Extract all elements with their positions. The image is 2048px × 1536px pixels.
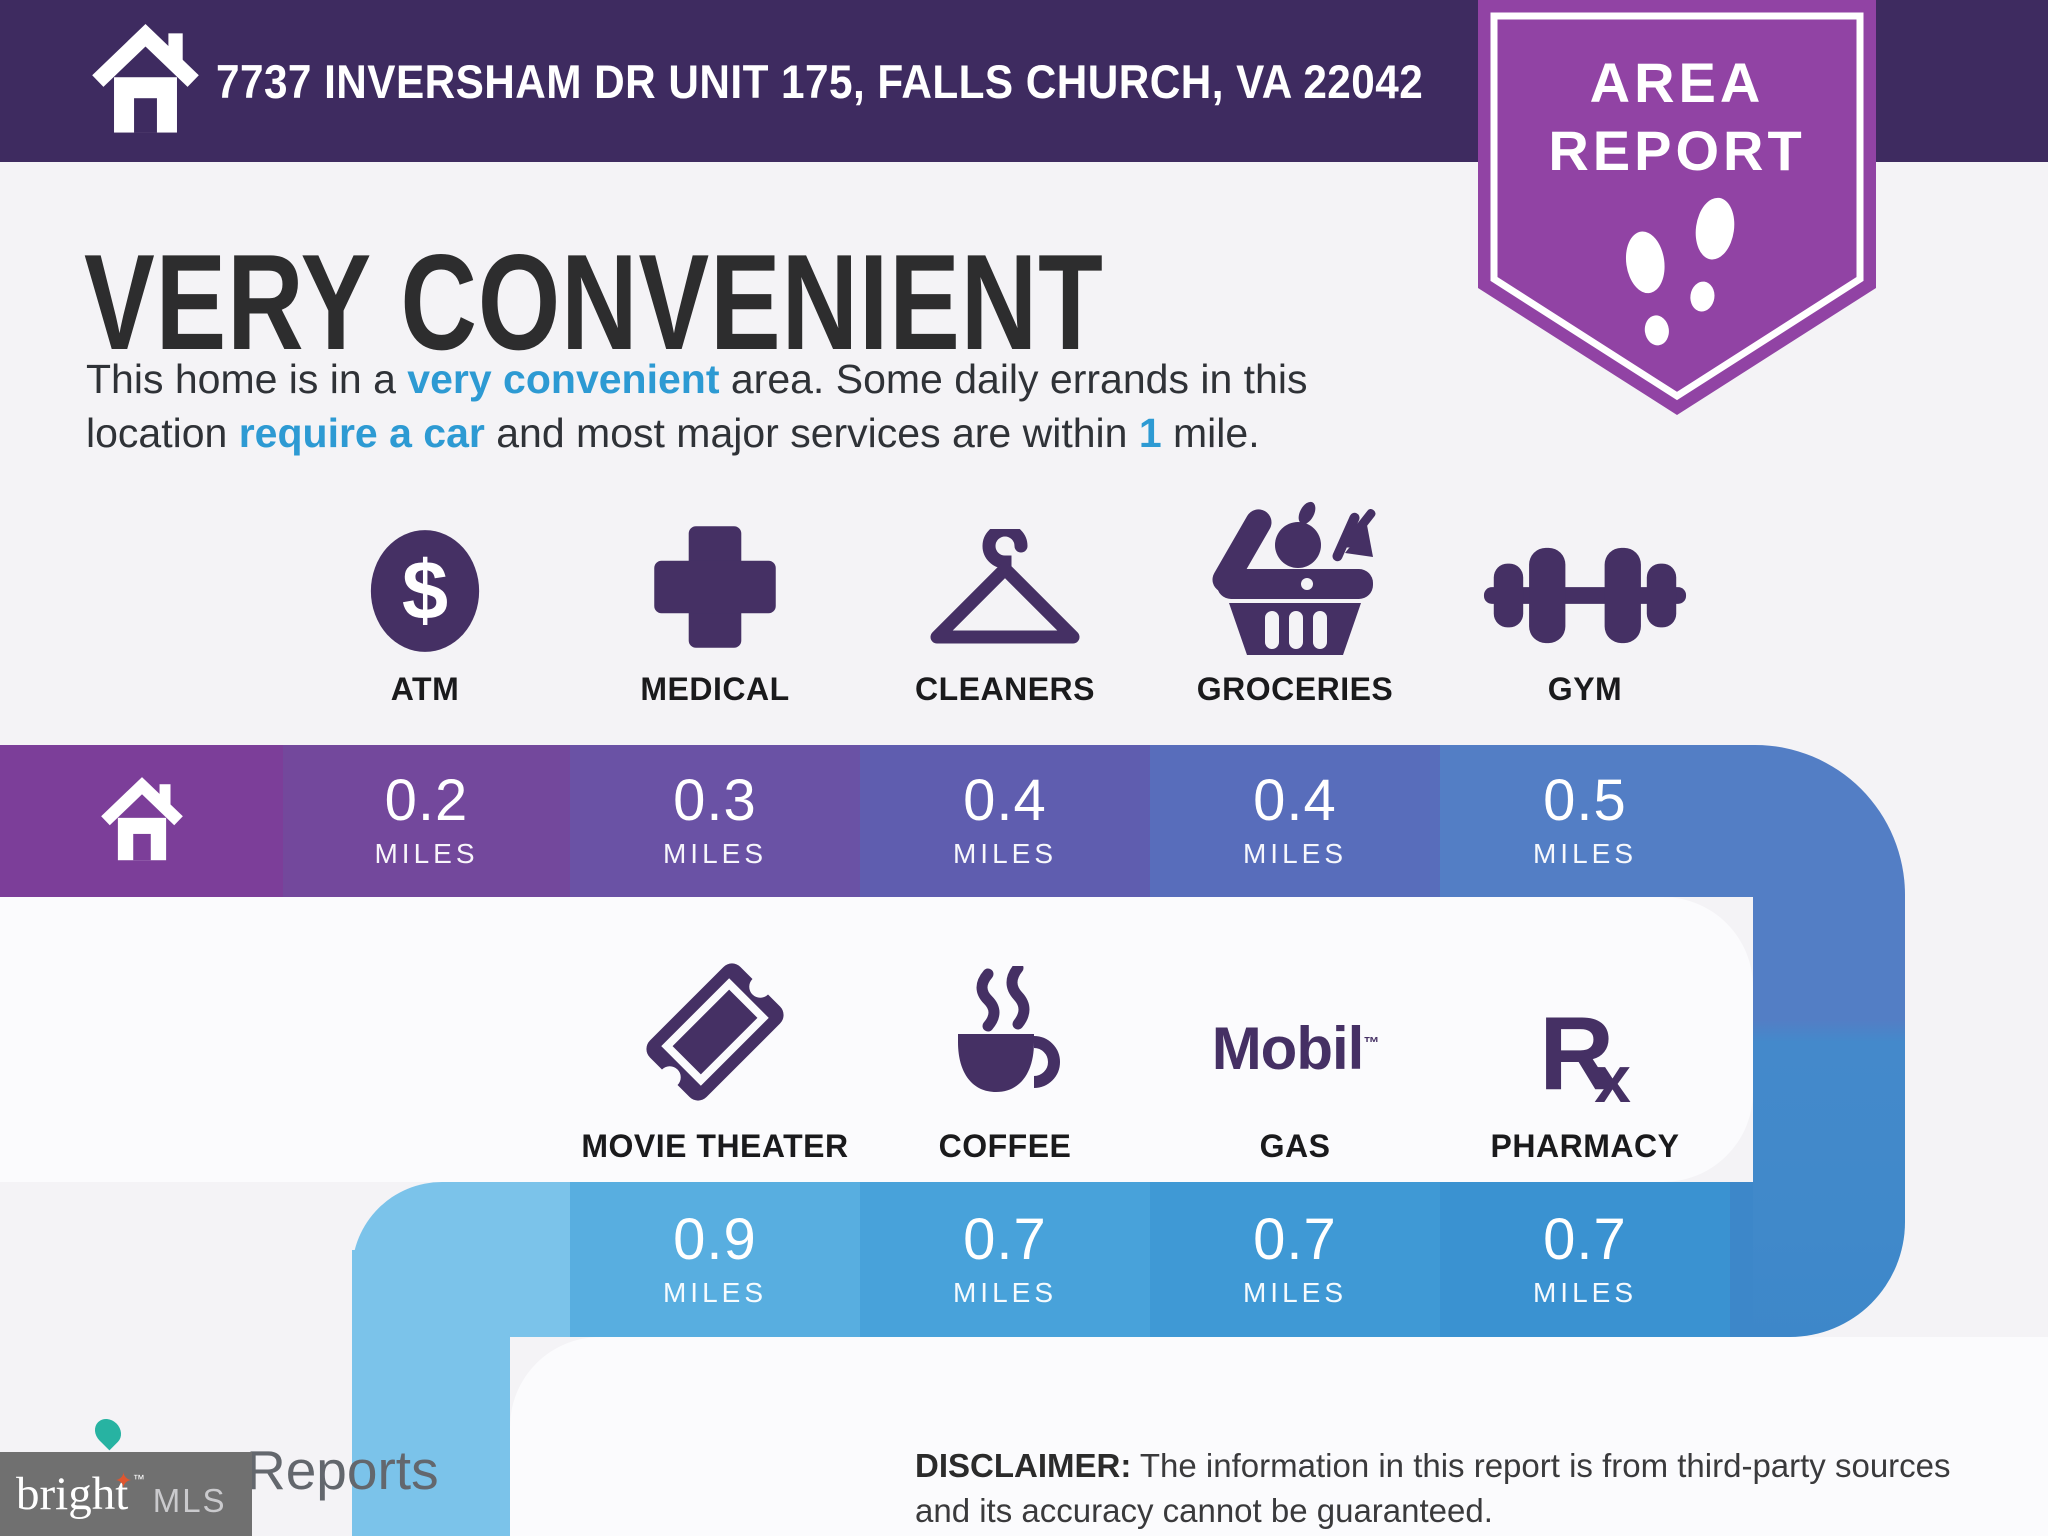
service-label: PHARMACY bbox=[1490, 1128, 1680, 1164]
distance-cell-groceries: 0.4 MILES bbox=[1150, 745, 1440, 897]
description-text: area. Some daily errands in this bbox=[719, 356, 1308, 402]
distance-band-row2: 0.9 MILES 0.7 MILES 0.7 MILES 0.7 MILES bbox=[352, 1182, 1753, 1337]
service-cleaners: CLEANERS bbox=[860, 528, 1150, 708]
service-medical: MEDICAL bbox=[570, 526, 860, 708]
rx-icon: R x bbox=[1539, 1002, 1631, 1112]
report-logo-mark bbox=[89, 1413, 127, 1451]
description-line2: location require a car and most major se… bbox=[86, 406, 1486, 460]
home-icon bbox=[100, 776, 183, 860]
distance-value: 0.4 bbox=[1253, 768, 1337, 833]
home-icon bbox=[92, 24, 199, 133]
distance-cell-movie-theater: 0.9 MILES bbox=[570, 1182, 860, 1337]
service-coffee: COFFEE bbox=[860, 966, 1150, 1165]
badge-title-line1: AREA bbox=[1590, 51, 1765, 114]
service-label: MEDICAL bbox=[640, 671, 790, 707]
distance-cell-gym: 0.5 MILES bbox=[1440, 745, 1730, 897]
distance-unit: MILES bbox=[374, 838, 479, 869]
dollar-glyph: $ bbox=[402, 544, 448, 637]
report-product-logo-partial: Reports bbox=[246, 1439, 439, 1501]
distance-value: 0.5 bbox=[1543, 768, 1627, 833]
ticket-icon bbox=[646, 963, 784, 1101]
distance-value: 0.7 bbox=[963, 1206, 1047, 1272]
home-cell bbox=[0, 745, 283, 897]
distance-unit: MILES bbox=[1242, 838, 1348, 869]
distance-unit: MILES bbox=[1532, 838, 1638, 869]
service-movie-theater: MOVIE THEATER bbox=[570, 963, 860, 1165]
distance-cell-coffee: 0.7 MILES bbox=[860, 1182, 1150, 1337]
distance-cell-gas: 0.7 MILES bbox=[1150, 1182, 1440, 1337]
band1-corner-filler bbox=[1730, 745, 1905, 897]
property-address: 7737 INVERSHAM DR UNIT 175, FALLS CHURCH… bbox=[216, 54, 1424, 108]
description-accent: 1 bbox=[1138, 410, 1162, 456]
service-label: COFFEE bbox=[938, 1128, 1072, 1164]
rating-title: VERY CONVENIENT bbox=[84, 226, 1104, 378]
medical-cross-icon bbox=[654, 526, 776, 648]
service-label: GYM bbox=[1547, 671, 1623, 707]
disclaimer-label: DISCLAIMER: bbox=[915, 1447, 1132, 1484]
disclaimer: DISCLAIMER: The information in this repo… bbox=[915, 1443, 1995, 1533]
white-island bbox=[0, 897, 1753, 1182]
service-label: MOVIE THEATER bbox=[581, 1128, 849, 1164]
distance-value: 0.7 bbox=[1253, 1206, 1337, 1272]
description-accent: very convenient bbox=[407, 356, 720, 402]
description-text: and most major services are within bbox=[484, 410, 1139, 456]
service-groceries: GROCERIES bbox=[1150, 501, 1440, 708]
area-report-badge: AREA REPORT bbox=[1478, 0, 1876, 415]
service-gym: GYM bbox=[1440, 528, 1730, 708]
disclaimer-text: The information in this report is from t… bbox=[915, 1447, 1951, 1529]
distance-unit: MILES bbox=[1242, 1276, 1348, 1308]
dollar-atm-icon: $ bbox=[370, 530, 480, 652]
mobil-wordmark: Mobil bbox=[1211, 1015, 1365, 1082]
mls-label: MLS bbox=[152, 1482, 227, 1519]
distance-unit: MILES bbox=[1532, 1276, 1638, 1308]
distance-value: 0.3 bbox=[673, 768, 757, 833]
footprints-icon bbox=[1625, 197, 1735, 346]
service-label: CLEANERS bbox=[914, 671, 1095, 707]
distance-value: 0.4 bbox=[963, 768, 1047, 833]
description-text: mile. bbox=[1161, 410, 1260, 456]
badge-title-line2: REPORT bbox=[1548, 119, 1805, 182]
service-pharmacy: R x PHARMACY bbox=[1440, 985, 1730, 1165]
distance-value: 0.7 bbox=[1543, 1206, 1627, 1272]
brightmls-logo-box: bright ✦ ™ MLS bbox=[0, 1452, 252, 1536]
description-text: location bbox=[86, 410, 239, 456]
route-right-pipe bbox=[1753, 897, 1905, 1337]
band2-elbow-filler bbox=[352, 1182, 570, 1337]
distance-value: 0.2 bbox=[384, 768, 469, 833]
trademark-symbol: ™ bbox=[132, 1472, 145, 1486]
description-text: This home is in a bbox=[86, 356, 408, 402]
service-label: GAS bbox=[1259, 1128, 1331, 1164]
description-line1: This home is in a very convenient area. … bbox=[86, 352, 1486, 406]
service-label: GROCERIES bbox=[1196, 671, 1394, 707]
mobil-logo: Mobil™ bbox=[1211, 1014, 1380, 1083]
distance-unit: MILES bbox=[662, 838, 768, 869]
grocery-basket-icon bbox=[1212, 501, 1376, 655]
coffee-cup-icon bbox=[958, 966, 1060, 1092]
service-gas: Mobil™ GAS bbox=[1150, 985, 1440, 1165]
distance-value: 0.9 bbox=[673, 1206, 757, 1272]
distance-cell-medical: 0.3 MILES bbox=[570, 745, 860, 897]
rx-letter-x: x bbox=[1594, 1042, 1631, 1116]
description-accent: require a car bbox=[238, 410, 485, 456]
distance-unit: MILES bbox=[662, 1276, 768, 1308]
service-atm: $ ATM bbox=[280, 528, 570, 708]
brightmls-wordmark: bright bbox=[16, 1467, 129, 1520]
rx-letter-r: R bbox=[1539, 996, 1615, 1112]
rating-description: This home is in a very convenient area. … bbox=[86, 352, 1486, 460]
distance-unit: MILES bbox=[952, 838, 1058, 869]
distance-unit: MILES bbox=[952, 1276, 1058, 1308]
star-icon: ✦ bbox=[114, 1468, 133, 1493]
distance-cell-pharmacy: 0.7 MILES bbox=[1440, 1182, 1730, 1337]
distance-cell-cleaners: 0.4 MILES bbox=[860, 745, 1150, 897]
trademark-symbol: ™ bbox=[1363, 1035, 1379, 1052]
distance-cell-atm: 0.2 MILES bbox=[283, 745, 570, 897]
hanger-icon bbox=[930, 529, 1080, 644]
distance-band-row1: 0.2 MILES 0.3 MILES 0.4 MILES 0.4 MILES … bbox=[0, 745, 1905, 897]
dumbbell-icon bbox=[1483, 547, 1687, 644]
band2-right-filler bbox=[1730, 1182, 1753, 1337]
service-label: ATM bbox=[390, 671, 460, 707]
lower-white-panel bbox=[510, 1337, 2048, 1536]
